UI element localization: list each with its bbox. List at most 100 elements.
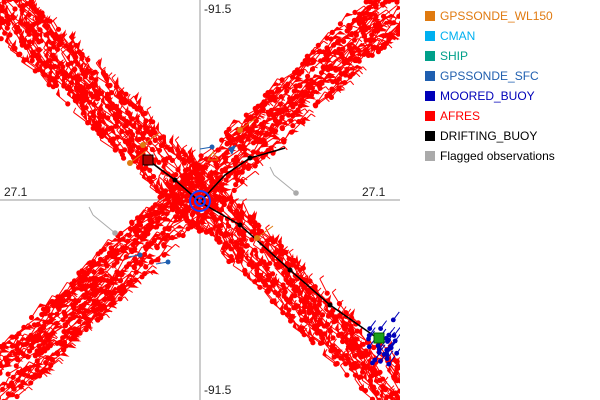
obs-point [152,137,158,143]
wind-barb [394,365,400,377]
wind-barb-flag [0,1,2,5]
obs-point [312,284,318,290]
wind-barb-flag [65,78,70,83]
wind-barb-flag [262,273,268,278]
wind-pennant [60,33,64,44]
obs-point [252,220,258,226]
wind-barb-flag [52,17,58,22]
obs-point [115,134,121,140]
obs-point [262,282,268,288]
obs-point [264,238,271,244]
wind-pennant [56,60,61,70]
obs-point [55,26,62,32]
wind-barb [11,28,23,42]
wind-pennant [395,360,400,371]
wind-barb-flag [265,155,271,160]
obs-point [112,112,118,118]
obs-point [375,20,382,26]
obs-point [22,57,28,63]
obs-point [299,317,305,323]
wind-pennant [169,134,174,144]
wind-barb-flag [289,248,294,253]
obs-point [137,105,143,111]
wind-barb-flag [34,52,38,58]
wind-pennant [69,30,73,41]
wind-barb-flag [95,59,100,64]
wind-pennant [366,361,371,372]
obs-point [54,320,60,326]
obs-point [315,42,321,48]
wind-barb-flag [328,320,332,326]
map-canvas [0,0,400,400]
wind-barb-flag [172,156,178,161]
wind-barb-flag [329,338,335,342]
wind-barb [38,34,51,50]
obs-point [393,370,399,376]
obs-point [118,89,124,95]
obs-point [265,273,271,279]
wind-pennant [155,121,159,132]
wind-pennant [156,176,161,186]
wind-barb-flag [260,113,266,116]
wind-barb-flag [243,182,248,187]
wind-pennant [162,134,167,145]
obs-point [13,363,19,369]
wind-pennant [345,335,349,346]
obs-point [148,131,154,137]
obs-point [38,38,44,44]
wind-barb-flag [60,45,65,50]
wind-barb [300,267,311,282]
wind-pennant [61,29,66,40]
obs-point [224,141,230,147]
wind-barb-flag [324,348,328,354]
obs-point [32,29,38,35]
obs-point [319,80,325,86]
wind-barb-flag [237,120,243,125]
obs-point [297,310,303,316]
obs-point [96,111,102,117]
wind-barb-flag [323,40,328,45]
obs-point [85,84,91,90]
obs-point [347,327,354,333]
wind-pennant [247,270,252,281]
obs-point [152,130,158,136]
wind-barb [390,396,394,400]
wind-barb-flag [108,93,113,98]
obs-point [314,307,320,313]
obs-point [94,124,100,130]
wind-barb-flag [308,109,314,113]
map-view[interactable]: -91.5 -91.5 27.1 27.1 [0,0,400,400]
obs-point [231,187,237,193]
obs-point [391,20,397,26]
wind-barb [62,76,77,89]
wind-pennant [128,111,133,121]
wind-barb-flag [388,44,393,49]
obs-point [153,184,159,190]
wind-barb-flag [234,198,239,203]
wind-pennant [134,91,139,102]
obs-point [332,314,338,321]
obs-point [29,49,36,56]
wind-barb-flag [243,251,247,257]
obs-point [12,6,18,12]
wind-barb [319,278,328,294]
obs-point [223,177,229,183]
wind-pennant [256,222,261,233]
wind-barb [10,49,26,61]
wind-pennant [301,282,305,292]
wind-pennant [220,202,225,212]
wind-barb-flag [43,43,47,49]
obs-point [270,282,276,288]
wind-barb-flag [128,289,133,293]
obs-point [85,120,91,126]
obs-point [276,248,282,254]
obs-point [360,10,366,16]
wind-barb [333,342,347,356]
wind-barb-flag [7,42,11,48]
obs-point [117,113,123,120]
wind-barb-flag [317,287,322,293]
obs-point [344,372,350,378]
obs-point [308,309,314,315]
wind-pennant [71,91,76,101]
obs-point [130,116,136,122]
